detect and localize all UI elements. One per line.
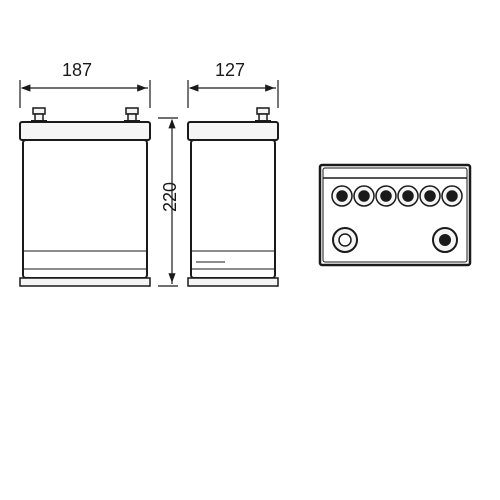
dim-width-label: 187 — [62, 60, 92, 81]
top-view — [320, 165, 470, 265]
dim-depth-label: 127 — [215, 60, 245, 81]
terminal-post-pos — [433, 228, 457, 252]
terminal-post-neg — [333, 228, 357, 252]
side-view — [188, 108, 278, 286]
front-view — [20, 108, 150, 286]
dim-height-label: 220 — [160, 182, 181, 212]
